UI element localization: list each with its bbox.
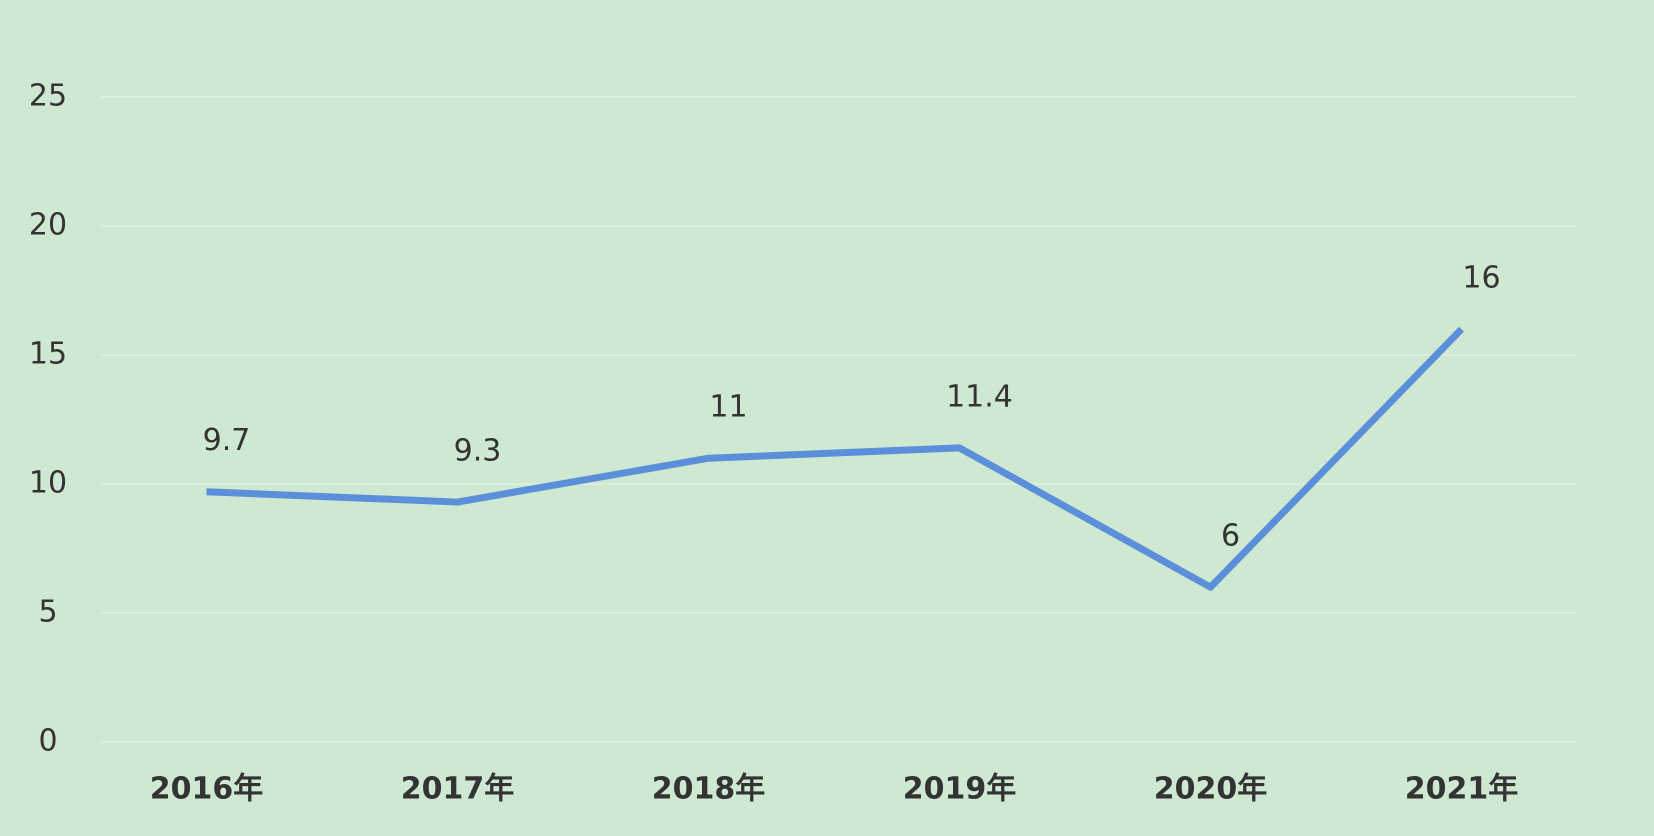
y-tick-label: 15 [29,337,67,372]
x-tick-label: 2021年 [1405,772,1519,807]
data-label: 6 [1221,519,1240,554]
y-tick-label: 10 [29,466,67,501]
y-tick-label: 5 [38,595,57,630]
x-tick-label: 2019年 [903,772,1017,807]
data-label: 9.3 [454,434,502,469]
x-tick-label: 2018年 [652,772,766,807]
y-tick-label: 0 [38,724,57,759]
y-tick-label: 20 [29,208,67,243]
data-label: 16 [1462,261,1500,296]
data-label: 11.4 [946,379,1013,414]
y-tick-label: 25 [29,79,67,114]
data-line [206,326,1465,591]
x-tick-label: 2016年 [150,772,264,807]
x-tick-label: 2020年 [1154,772,1268,807]
data-label: 11 [709,390,747,425]
x-tick-label: 2017年 [401,772,515,807]
data-label: 9.7 [203,423,251,458]
